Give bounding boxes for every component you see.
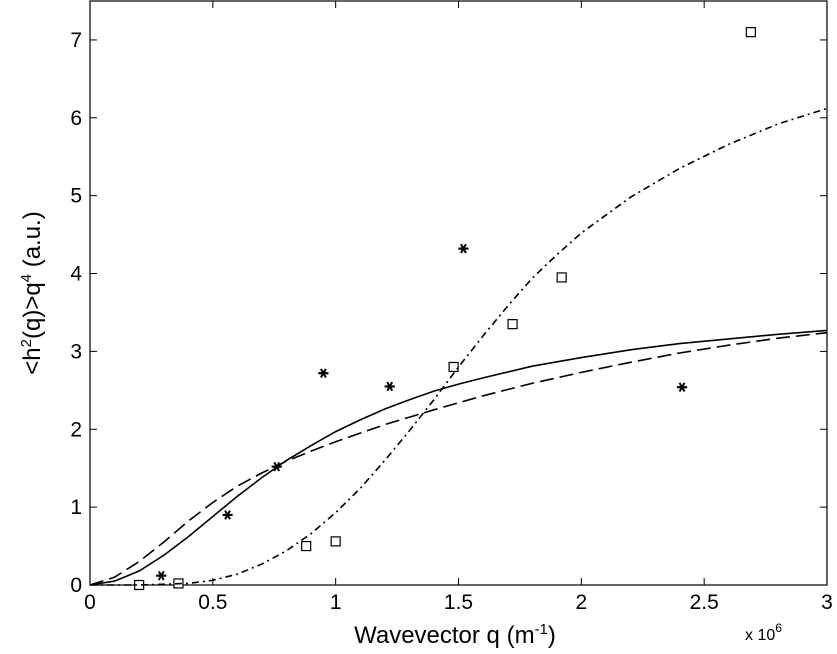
asterisk-marker: [458, 243, 469, 254]
x-tick-label: 0: [84, 591, 96, 614]
tick-layer: 0 0.5 1 1.5 2 2.5 3 0 1 2 3 4 5 6 7: [70, 1, 833, 614]
x-tick-label: 3: [821, 591, 833, 614]
dashed-curve: [89, 331, 828, 586]
asterisk-marker: [384, 381, 395, 392]
solid-curve: [89, 329, 828, 586]
y-tick-label: 0: [70, 574, 82, 597]
square-marker: [301, 540, 312, 552]
x-multiplier-label: x 106: [745, 621, 782, 644]
x-tick-label: 1.5: [444, 591, 473, 614]
dash-dot-curve: [90, 107, 828, 586]
y-tick-label: 4: [70, 263, 82, 286]
plot-frame: [89, 0, 828, 586]
x-tick-label: 2: [575, 591, 587, 614]
y-tick-label: 7: [70, 29, 82, 52]
y-axis-label-mid: (q)>q: [19, 282, 46, 339]
asterisk-marker: [156, 570, 167, 581]
y-axis-label: <h2(q)>q4 (a.u.): [18, 211, 46, 374]
series-layer: [89, 27, 828, 591]
x-multiplier-exponent: 6: [775, 621, 782, 635]
x-tick-label: 1: [330, 591, 342, 614]
y-axis-label-suffix: (a.u.): [19, 211, 46, 274]
y-tick-label: 1: [70, 496, 82, 519]
x-tick-label: 0.5: [198, 591, 227, 614]
y-tick-label: 3: [70, 340, 82, 363]
square-marker: [556, 272, 567, 283]
square-marker: [330, 536, 341, 547]
asterisk-marker: [318, 368, 329, 379]
asterisk-marker: [222, 510, 233, 520]
x-axis-label-suffix: ): [548, 622, 556, 649]
y-axis-label-sup1: 2: [18, 339, 35, 347]
x-axis-label: Wavevector q (m-1): [354, 621, 556, 649]
square-marker: [507, 319, 518, 330]
y-tick-label: 2: [70, 418, 82, 441]
y-axis-label-sup2: 4: [18, 274, 35, 282]
y-tick-label: 5: [70, 185, 82, 208]
x-axis-label-exponent: -1: [535, 621, 548, 638]
x-tick-label: 2.5: [690, 591, 719, 614]
plot-area: [89, 0, 828, 586]
square-marker: [745, 27, 756, 38]
y-tick-label: 6: [70, 107, 82, 130]
square-marker: [448, 361, 459, 373]
asterisk-marker: [677, 382, 688, 393]
